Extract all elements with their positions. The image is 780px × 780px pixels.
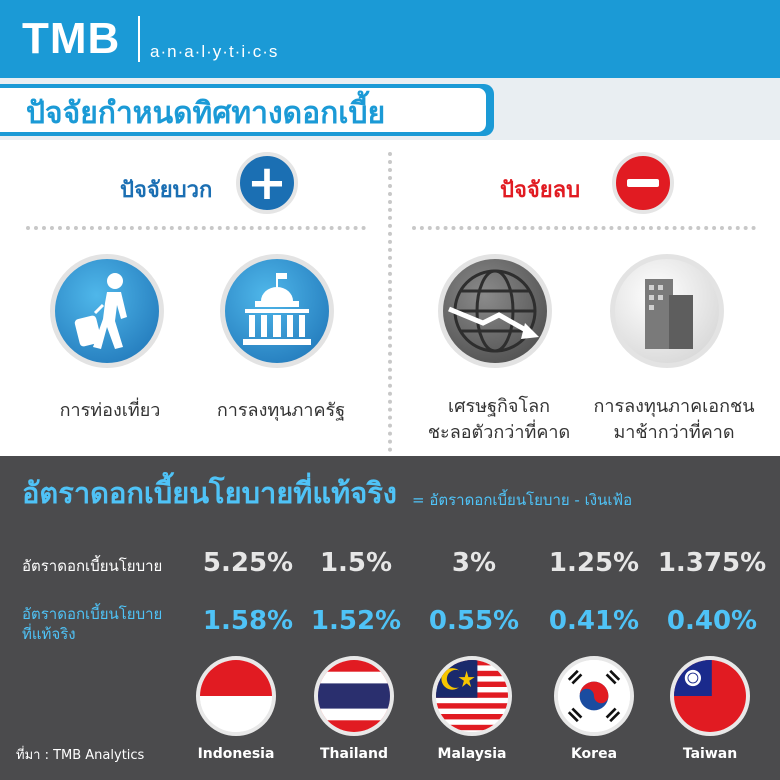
real-rate-value: 0.55% xyxy=(428,606,520,636)
malaysia-flag-icon xyxy=(432,656,512,736)
brand-logo: TMB xyxy=(22,14,121,63)
negative-factors-label: ปัจจัยลบ xyxy=(500,178,581,203)
left-divider xyxy=(26,226,366,230)
korea-flag-icon xyxy=(554,656,634,736)
minus-icon xyxy=(612,152,674,214)
thailand-flag-icon xyxy=(314,656,394,736)
source-note: ที่มา : TMB Analytics xyxy=(16,748,145,763)
taiwan-flag-icon xyxy=(670,656,750,736)
government-building-icon xyxy=(220,254,334,368)
country-name: Malaysia xyxy=(437,746,507,762)
page-title: ปัจจัยกำหนดทิศทางดอกเบี้ย xyxy=(26,96,386,131)
country-name: Indonesia xyxy=(197,746,275,762)
country-name: Taiwan xyxy=(682,746,738,762)
brand-divider xyxy=(138,16,140,62)
government-investment-caption: การลงทุนภาครัฐ xyxy=(216,400,346,421)
header-bar xyxy=(0,0,780,78)
policy-rate-value: 1.25% xyxy=(548,548,640,578)
title-background xyxy=(0,88,486,132)
globe-downtrend-icon xyxy=(438,254,552,368)
policy-rate-label: อัตราดอกเบี้ยนโยบาย xyxy=(22,557,163,575)
private-investment-caption: การลงทุนภาคเอกชน มาช้ากว่าที่คาด xyxy=(593,396,755,443)
country-name: Korea xyxy=(570,746,618,762)
country-name: Thailand xyxy=(320,746,388,762)
indonesia-flag-icon xyxy=(196,656,276,736)
real-rate-value: 0.40% xyxy=(666,606,758,636)
real-rate-value: 1.52% xyxy=(310,606,402,636)
buildings-icon xyxy=(610,254,724,368)
policy-rate-value: 1.375% xyxy=(657,548,767,578)
tourism-caption: การท่องเที่ยว xyxy=(59,400,161,421)
real-rate-formula: = อัตราดอกเบี้ยนโยบาย - เงินเฟ้อ xyxy=(412,491,633,509)
real-rate-label: อัตราดอกเบี้ยนโยบาย ที่แท้จริง xyxy=(22,605,163,643)
plus-icon: + xyxy=(236,152,298,214)
positive-factors-label: ปัจจัยบวก xyxy=(120,178,213,203)
real-rate-value: 0.41% xyxy=(548,606,640,636)
real-rate-value: 1.58% xyxy=(202,606,294,636)
policy-rate-value: 3% xyxy=(451,548,497,578)
global-economy-caption: เศรษฐกิจโลก ชะลอตัวกว่าที่คาด xyxy=(427,396,571,443)
right-divider xyxy=(412,226,756,230)
real-rate-panel xyxy=(0,456,780,780)
policy-rate-value: 5.25% xyxy=(202,548,294,578)
traveler-icon xyxy=(50,254,164,368)
real-rate-title: อัตราดอกเบี้ยนโยบายที่แท้จริง xyxy=(22,476,397,510)
policy-rate-value: 1.5% xyxy=(319,548,393,578)
vertical-divider xyxy=(388,152,392,452)
brand-subtitle: a·n·a·l·y·t·i·c·s xyxy=(150,42,279,61)
